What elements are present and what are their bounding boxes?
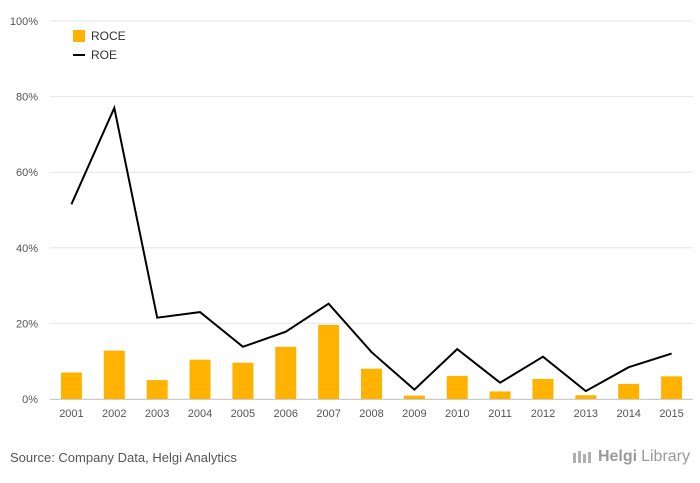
roce-bar — [361, 368, 382, 399]
roce-bar — [318, 324, 340, 399]
source-note: Source: Company Data, Helgi Analytics — [10, 450, 237, 465]
roe-line — [70, 104, 672, 393]
x-tick-label: 2011 — [488, 408, 512, 420]
x-tick-label: 2008 — [359, 408, 383, 420]
legend: ROCE ROE — [73, 29, 126, 62]
x-tick-label: 2010 — [445, 408, 469, 420]
legend-label-roe: ROE — [91, 48, 117, 62]
legend-swatch-roce — [73, 30, 85, 42]
x-tick-label: 2003 — [145, 408, 169, 420]
brand-logo: Helgi Library — [572, 448, 690, 466]
roce-bars — [60, 324, 683, 399]
roce-bar — [103, 350, 125, 399]
roce-bar — [60, 372, 82, 399]
legend-label-roce: ROCE — [91, 29, 126, 43]
x-tick-label: 2004 — [188, 408, 212, 420]
roce-bar — [532, 378, 554, 399]
roce-bar — [275, 346, 297, 399]
x-tick-label: 2012 — [531, 408, 555, 420]
roce-bar — [446, 375, 468, 399]
grid-lines — [50, 20, 693, 400]
roce-bar — [189, 359, 211, 399]
x-tick-label: 2002 — [102, 408, 126, 420]
roce-bar — [618, 383, 640, 399]
y-tick-label: 80% — [16, 92, 38, 104]
roce-bar — [403, 395, 425, 399]
x-tick-label: 2014 — [616, 408, 640, 420]
x-tick-label: 2006 — [274, 408, 298, 420]
brand-name-rest: Library — [641, 448, 690, 465]
y-tick-label: 60% — [16, 167, 38, 179]
y-axis: 0% 20% 40% 60% 80% 100% — [10, 16, 38, 406]
roe-line-group — [70, 104, 672, 393]
roce-bar — [661, 376, 683, 399]
x-tick-label: 2013 — [574, 408, 598, 420]
roce-bar — [489, 391, 511, 399]
roce-bar — [232, 362, 254, 399]
y-tick-label: 20% — [16, 318, 38, 330]
library-icon — [572, 451, 591, 463]
x-axis: 2001 2002 2003 2004 2005 2006 2007 2008 2009 2010… — [50, 399, 693, 420]
x-tick-label: 2005 — [231, 408, 255, 420]
y-tick-label: 100% — [10, 16, 38, 28]
roce-bar — [146, 380, 168, 399]
x-tick-label: 2007 — [316, 408, 340, 420]
roce-bar — [575, 395, 597, 399]
x-tick-label: 2001 — [59, 408, 83, 420]
brand-name-bold: Helgi — [597, 448, 638, 465]
y-tick-label: 40% — [16, 243, 38, 255]
x-tick-label: 2015 — [659, 408, 683, 420]
x-tick-label: 2009 — [402, 408, 426, 420]
y-tick-label: 0% — [22, 394, 38, 406]
